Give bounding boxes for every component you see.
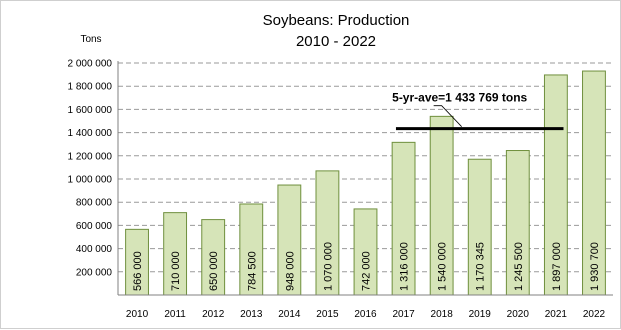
y-tick-label: 1 600 000: [68, 105, 113, 116]
data-label: 1 897 000: [551, 242, 563, 291]
y-tick-label: 1 400 000: [68, 128, 113, 139]
y-axis-unit-label: Tons: [80, 34, 101, 45]
x-tick-label: 2010: [126, 309, 149, 320]
data-label: 1 540 000: [437, 242, 449, 291]
data-label: 650 000: [208, 251, 220, 291]
y-tick-label: 200 000: [76, 267, 113, 278]
data-label: 1 170 345: [475, 242, 487, 291]
x-tick-label: 2015: [316, 309, 339, 320]
data-label: 566 000: [132, 251, 144, 291]
data-label: 742 000: [361, 251, 373, 291]
x-tick-label: 2016: [354, 309, 377, 320]
y-tick-label: 800 000: [76, 198, 113, 209]
data-label: 710 000: [170, 251, 182, 291]
data-label: 948 000: [284, 251, 296, 291]
x-tick-label: 2011: [164, 309, 186, 320]
y-tick-label: 1 200 000: [68, 151, 113, 162]
data-label: 1 070 000: [322, 242, 334, 291]
x-tick-label: 2022: [583, 309, 606, 320]
data-label: 1 316 000: [399, 242, 411, 291]
x-tick-label: 2014: [278, 309, 301, 320]
x-tick-label: 2020: [507, 309, 530, 320]
x-tick-label: 2017: [392, 309, 415, 320]
x-tick-label: 2021: [545, 309, 568, 320]
y-tick-label: 600 000: [76, 221, 113, 232]
x-tick-label: 2012: [202, 309, 225, 320]
chart-subtitle: 2010 - 2022: [296, 33, 376, 50]
annotation-leader-line: [433, 105, 462, 127]
five-year-average-label: 5-yr-ave=1 433 769 tons: [392, 91, 527, 105]
x-tick-label: 2019: [469, 309, 492, 320]
data-label: 1 245 500: [513, 242, 525, 291]
data-label: 784 500: [246, 251, 258, 291]
chart-title: Soybeans: Production: [263, 12, 410, 29]
data-label: 1 930 700: [589, 242, 601, 291]
y-tick-label: 1 000 000: [68, 175, 113, 186]
y-tick-label: 400 000: [76, 244, 113, 255]
x-tick-label: 2018: [431, 309, 454, 320]
y-tick-label: 1 800 000: [68, 82, 113, 93]
y-tick-label: 2 000 000: [68, 59, 113, 70]
x-tick-label: 2013: [240, 309, 263, 320]
